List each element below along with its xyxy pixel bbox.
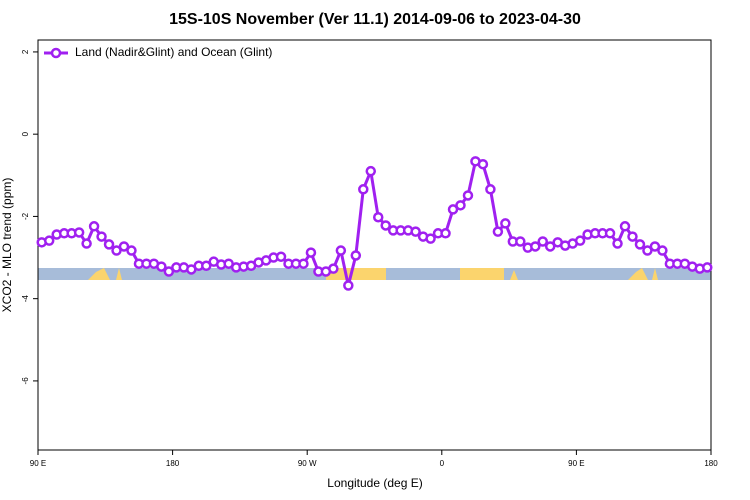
data-point [126,245,137,256]
data-point [649,241,661,252]
x-tick-label: 180 [704,459,718,468]
data-point [118,241,130,252]
data-point [627,231,638,242]
data-point [201,260,212,272]
data-point [358,184,369,195]
data-point [462,190,474,201]
x-tick-label: 90 E [568,459,584,468]
data-point [455,200,466,211]
data-point [365,165,377,177]
data-point [544,241,556,252]
data-point [275,251,287,262]
y-tick-label: -4 [21,295,30,303]
data-point [485,184,496,195]
land-strip [460,268,504,280]
data-point [298,258,309,269]
land-strip [510,270,518,280]
data-point [328,263,339,274]
data-point [477,158,489,170]
data-point [96,231,107,242]
data-point [156,261,167,272]
y-tick-label: -6 [21,377,30,385]
y-tick-label: -2 [21,212,30,220]
data-point [410,226,421,237]
data-point [574,235,586,246]
data-point [492,226,504,237]
data-point [73,227,85,238]
data-point [612,238,623,249]
data-point [380,220,391,231]
x-tick-label: 90 W [298,459,317,468]
x-tick-label: 0 [440,459,445,468]
data-point [619,221,631,232]
data-point [604,228,616,239]
land-strip [88,268,110,280]
data-point [343,280,354,291]
data-point [447,204,459,215]
x-tick-label: 90 E [30,459,46,468]
data-point [515,236,526,247]
land-strip [652,268,658,280]
data-point [500,218,511,229]
data-point [350,250,362,261]
y-tick-label: 2 [21,49,30,54]
x-axis-label: Longitude (deg E) [327,476,422,490]
data-point [537,236,548,247]
data-point [372,211,384,223]
data-point [103,239,115,250]
data-point [642,245,653,256]
plot-frame [37,39,712,451]
land-strip [326,268,386,280]
legend-marker [50,47,62,59]
data-point [163,266,175,277]
y-tick-label: 0 [21,131,30,136]
data-point [88,221,100,232]
data-point [657,245,668,256]
data-point [425,233,436,244]
data-point [634,239,646,250]
y-axis-label: XCO2 - MLO trend (ppm) [0,178,14,313]
data-point [702,262,713,273]
land-strip [628,268,648,280]
land-ocean-strip [38,268,711,280]
data-point [530,241,541,252]
data-point [335,245,347,256]
data-point [440,228,451,239]
chart-title: 15S-10S November (Ver 11.1) 2014-09-06 t… [169,11,581,28]
data-point [305,247,317,258]
data-point [43,235,55,246]
data-point [81,238,92,249]
legend-label: Land (Nadir&Glint) and Ocean (Glint) [75,45,272,59]
x-tick-label: 180 [166,459,180,468]
land-strip [116,268,122,280]
data-point [111,245,122,256]
